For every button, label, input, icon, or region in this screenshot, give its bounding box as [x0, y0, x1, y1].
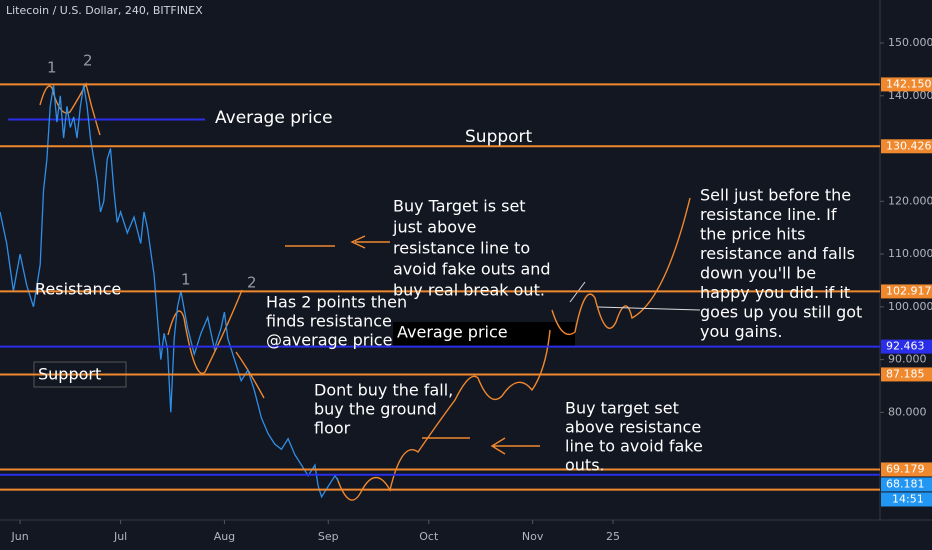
level-label: 69.179 [886, 462, 925, 475]
annotation: Support [465, 127, 533, 147]
price-line [0, 85, 339, 499]
annotation: Sell just before the [700, 186, 851, 205]
chart-title: Litecoin / U.S. Dollar, 240, BITFINEX [6, 4, 203, 17]
annotation: you gains. [700, 322, 782, 341]
level-label: 68.181 [886, 477, 925, 490]
level-label: 130.426 [886, 139, 932, 152]
annotation: resistance line. If [700, 205, 837, 224]
annotation: @average price [266, 331, 392, 350]
annotation: 2 [83, 52, 93, 70]
level-tag [881, 477, 932, 492]
x-tick-label: Aug [214, 530, 235, 543]
level-tag [881, 139, 932, 154]
annotation: 2 [247, 274, 257, 292]
note-box [393, 322, 575, 347]
annotation: Dont buy the fall, [314, 381, 453, 400]
annotation: 1 [47, 59, 57, 77]
annotation: floor [314, 419, 351, 438]
annotation: Average price [215, 108, 333, 128]
level-tag [881, 339, 932, 354]
annotation: above resistance [565, 418, 701, 437]
y-tick-label: 110.000 [888, 247, 932, 260]
annotation: happy you did. if it [700, 283, 850, 302]
y-tick-label: 80.000 [888, 405, 927, 418]
y-tick-label: 100.000 [888, 300, 932, 313]
x-tick-label: Oct [419, 530, 439, 543]
annotation: buy the ground [314, 400, 437, 419]
level-label: 87.185 [886, 367, 925, 380]
annotation: line to avoid fake [565, 437, 703, 456]
annotation: Resistance [35, 280, 121, 299]
x-tick-label: Jul [113, 530, 127, 543]
annotation: Average price [397, 323, 508, 342]
x-tick-label: Nov [522, 530, 544, 543]
annotation: just above [392, 218, 476, 237]
annotation: avoid fake outs and [393, 260, 551, 279]
level-tag [881, 367, 932, 382]
level-tag [881, 462, 932, 477]
annotation: buy real break out. [393, 281, 545, 300]
countdown: 14:51 [892, 492, 924, 505]
level-label: 102.917 [886, 284, 932, 297]
annotation: 1 [181, 271, 191, 289]
annotation: Buy Target is set [393, 197, 526, 216]
annotation: outs. [565, 456, 605, 475]
y-tick-label: 140.000 [888, 89, 932, 102]
y-tick-label: 90.000 [888, 353, 927, 366]
x-tick-label: Sep [318, 530, 339, 543]
annotation: down you'll be [700, 264, 816, 283]
annotation: the price hits [700, 225, 805, 244]
hand-drawing [39, 81, 701, 501]
annotation: resistance and falls [700, 244, 855, 263]
y-tick-label: 150.000 [888, 36, 932, 49]
annotation: Has 2 points then [266, 293, 407, 312]
level-tag [881, 284, 932, 299]
annotation: finds resistance [266, 312, 392, 331]
annotation: Support [38, 365, 101, 384]
annotation: Buy target set [565, 399, 679, 418]
x-tick-label: Jun [11, 530, 29, 543]
countdown-tag [881, 492, 932, 507]
y-tick-label: 120.000 [888, 194, 932, 207]
x-tick-label: 25 [606, 530, 620, 543]
annotation: resistance line to [393, 239, 530, 258]
level-tag [881, 77, 932, 92]
level-label: 92.463 [886, 340, 925, 353]
annotation: goes up you still got [700, 303, 862, 322]
level-label: 142.150 [886, 77, 932, 90]
